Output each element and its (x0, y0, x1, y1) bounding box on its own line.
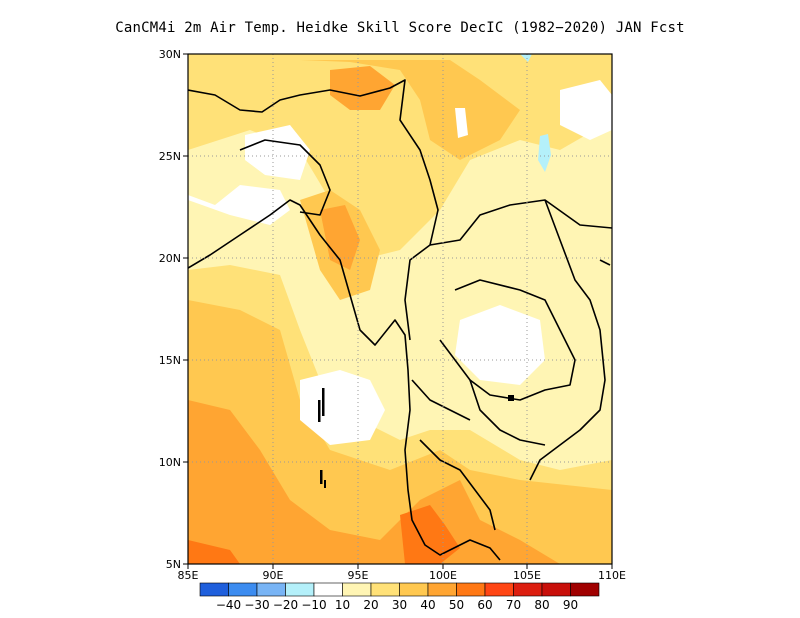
y-tick-label: 25N (159, 150, 181, 163)
x-tick-label: 100E (429, 569, 457, 582)
field-band-neutral (188, 80, 612, 445)
colorbar-label: −30 (244, 598, 269, 612)
colorbar-label: −20 (273, 598, 298, 612)
grid (188, 54, 612, 564)
x-tick-labels: 85E 90E 95E 100E 105E 110E (178, 569, 626, 582)
field-band-60-70-west (188, 540, 240, 564)
colorbar-swatch (570, 582, 600, 597)
colorbar-label: 50 (449, 598, 464, 612)
y-tick-labels: 5N 10N 15N 20N 25N 30N (159, 48, 181, 571)
y-tick-label: 5N (166, 558, 181, 571)
x-tick-label: 95E (348, 569, 369, 582)
colorbar-label: 80 (534, 598, 549, 612)
colorbar-swatch (456, 582, 486, 597)
colorbar-label: −40 (216, 598, 241, 612)
colorbar-label: 70 (506, 598, 521, 612)
colorbar-swatch (427, 582, 457, 597)
coastlines (188, 79, 612, 561)
y-tick-label: 10N (159, 456, 181, 469)
x-tick-label: 90E (263, 569, 284, 582)
x-tick-label: 105E (513, 569, 541, 582)
islands (318, 388, 514, 488)
colorbar-swatch (399, 582, 429, 597)
colorbar-labels: −40 −30 −20 −10 10 20 30 40 50 60 70 80 90 (216, 598, 578, 612)
colorbar-swatch (370, 582, 400, 597)
colorbar-swatch (199, 582, 229, 597)
chart-title: CanCM4i 2m Air Temp. Heidke Skill Score … (115, 20, 685, 36)
x-tick-label: 85E (178, 569, 199, 582)
y-tick-label: 30N (159, 48, 181, 61)
x-tick-label: 110E (598, 569, 626, 582)
y-tick-label: 15N (159, 354, 181, 367)
colorbar-swatch (285, 582, 315, 597)
colorbar-swatch (342, 582, 372, 597)
colorbar-swatch (228, 582, 258, 597)
colorbar-swatch (513, 582, 543, 597)
field-band-negative-top (520, 54, 532, 62)
colorbar-label: 60 (477, 598, 492, 612)
colorbar-label: 40 (420, 598, 435, 612)
field-band-50-60-burma (320, 205, 360, 270)
tick-marks (183, 53, 613, 569)
field-band-negative (538, 134, 551, 172)
colorbar (199, 582, 600, 597)
colorbar-label: −10 (301, 598, 326, 612)
colorbar-label: 10 (335, 598, 350, 612)
field-band-60-70 (400, 505, 460, 564)
colorbar-swatch (313, 582, 343, 597)
plot-frame (187, 53, 613, 565)
colorbar-label: 20 (363, 598, 378, 612)
field-band-50-60 (188, 400, 560, 564)
y-tick-label: 20N (159, 252, 181, 265)
colorbar-label: 90 (563, 598, 578, 612)
colorbar-label: 30 (392, 598, 407, 612)
field-band-50-60-north (330, 66, 395, 110)
colorbar-swatch (541, 582, 571, 597)
colorbar-swatch (484, 582, 514, 597)
field-band-40-50 (188, 300, 612, 564)
colorbar-swatch (256, 582, 286, 597)
skill-field (188, 54, 612, 564)
